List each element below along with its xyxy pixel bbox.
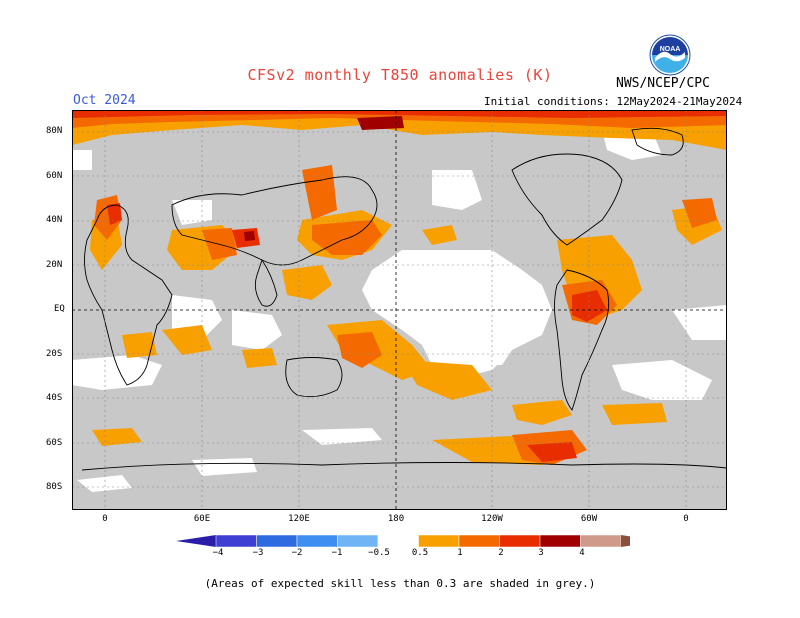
colorbar-box xyxy=(458,534,500,548)
colorbar-label: 0.5 xyxy=(411,548,429,558)
lat-label-40s: 40S xyxy=(46,393,63,403)
colorbar-label: −1 xyxy=(331,548,343,558)
anomaly-3-4-regions xyxy=(244,116,404,241)
chart-title: CFSv2 monthly T850 anomalies (K) xyxy=(247,66,553,84)
lat-label-80n: 80N xyxy=(46,126,63,136)
lon-label-60w: 60W xyxy=(580,514,598,524)
anomaly-2-3-regions xyxy=(72,110,727,462)
colorbar-label: 1 xyxy=(457,548,463,558)
colorbar-box xyxy=(418,534,460,548)
colorbar-box xyxy=(539,534,581,548)
colorbar-label: 3 xyxy=(538,548,544,558)
colorbar-label: −2 xyxy=(291,548,303,558)
lat-label-20n: 20N xyxy=(46,260,63,270)
initial-conditions: Initial conditions: 12May2024-21May2024 xyxy=(484,95,743,108)
lat-label-60s: 60S xyxy=(46,438,63,448)
lon-label-60e: 60E xyxy=(193,514,211,524)
agency-label: NWS/NCEP/CPC xyxy=(616,76,710,91)
colorbar-arrow-high xyxy=(621,535,630,547)
colorbar-box xyxy=(215,534,257,548)
map-frame xyxy=(72,110,727,510)
colorbar-box xyxy=(296,534,338,548)
colorbar-box xyxy=(499,534,541,548)
lon-label-0-east: 0 xyxy=(683,514,689,524)
lat-label-60n: 60N xyxy=(46,171,63,181)
lon-label-180: 180 xyxy=(387,514,405,524)
skill-footnote: (Areas of expected skill less than 0.3 a… xyxy=(204,577,596,590)
colorbar-label: −4 xyxy=(212,548,224,558)
lon-label-120e: 120E xyxy=(288,514,310,524)
colorbar-label: 4 xyxy=(579,548,585,558)
lat-label-20s: 20S xyxy=(46,349,63,359)
lon-label-120w: 120W xyxy=(481,514,503,524)
colorbar-box xyxy=(377,534,419,548)
lat-label-80s: 80S xyxy=(46,482,63,492)
colorbar-label: −3 xyxy=(252,548,264,558)
lat-label-eq: EQ xyxy=(54,304,65,314)
colorbar-label: −0.5 xyxy=(368,548,390,558)
colorbar-box xyxy=(580,534,622,548)
neutral-regions xyxy=(72,130,727,492)
anomaly-map xyxy=(72,110,727,510)
colorbar xyxy=(176,534,630,548)
colorbar-arrow-low xyxy=(176,535,216,547)
logo-text: NOAA xyxy=(660,46,681,53)
lon-label-0: 0 xyxy=(102,514,108,524)
forecast-month: Oct 2024 xyxy=(73,93,136,108)
noaa-logo-icon: NOAA xyxy=(649,34,691,76)
lat-label-40n: 40N xyxy=(46,215,63,225)
colorbar-label: 2 xyxy=(498,548,504,558)
colorbar-box xyxy=(256,534,298,548)
colorbar-box xyxy=(337,534,379,548)
coastlines xyxy=(81,127,727,471)
